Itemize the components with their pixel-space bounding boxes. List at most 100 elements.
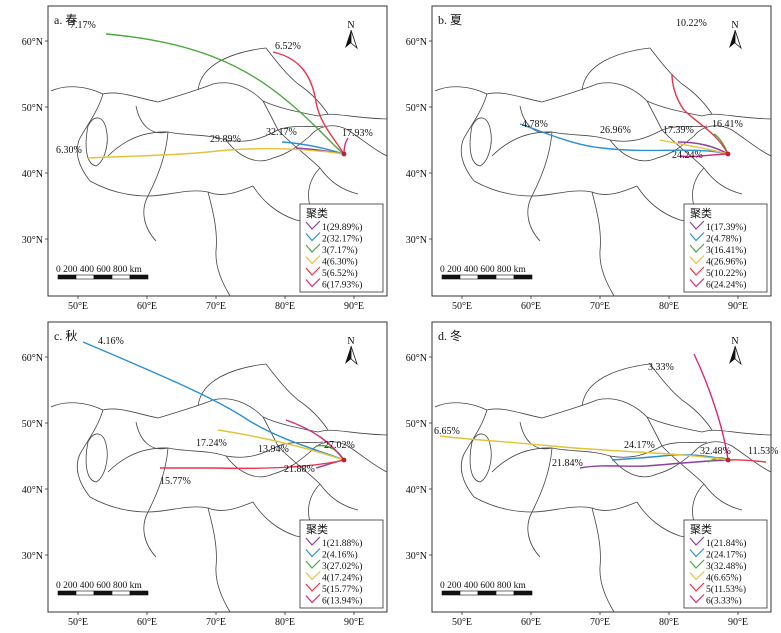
y-tick-label: 40°N	[22, 169, 43, 180]
trajectory-line	[160, 459, 345, 470]
scale-segment	[93, 590, 113, 596]
legend-item: 4(6.65%)	[706, 573, 742, 584]
x-tick-label: 70°E	[590, 301, 610, 312]
x-tick-label: 80°E	[659, 301, 679, 312]
country-border	[308, 167, 321, 207]
x-tick-label: 80°E	[275, 301, 295, 312]
pct-label: 6.52%	[275, 41, 301, 52]
legend-item: 4(26.96%)	[706, 257, 746, 268]
trajectory-line	[439, 435, 729, 461]
pct-label: 3.33%	[648, 362, 674, 373]
legend-swatch	[689, 232, 705, 242]
scale-segment	[129, 590, 149, 596]
legend-swatch	[689, 548, 705, 558]
scale-segment	[129, 274, 149, 280]
legend-swatch	[689, 243, 705, 253]
x-tick-label: 60°E	[521, 617, 541, 628]
scale-segment	[57, 274, 77, 280]
source-marker	[725, 457, 731, 463]
pct-label: 15.77%	[160, 476, 191, 487]
trajectory-line	[82, 341, 345, 461]
trajectory-line	[579, 459, 729, 469]
legend-item: 1(29.89%)	[322, 222, 362, 233]
north-arrow-right	[350, 29, 358, 50]
country-border	[89, 180, 149, 197]
north-arrow-icon: N	[345, 336, 358, 366]
source-marker	[341, 151, 347, 157]
country-border	[491, 125, 708, 157]
country-border	[76, 409, 104, 498]
legend-swatch	[689, 559, 705, 569]
pct-label: 10.22%	[676, 18, 707, 29]
map-panel-3: 4.16% 13.94% 17.24% 27.02% 15.77% 21.88% c. 秋 N…	[22, 321, 388, 628]
legend-swatch	[689, 278, 705, 288]
legend-box	[299, 203, 384, 293]
scale-text: 0 200 400 600 800 km	[56, 265, 142, 275]
scale-segment	[495, 590, 515, 596]
country-border	[473, 180, 533, 197]
legend-item: 6(3.33%)	[706, 596, 742, 607]
pct-label: 6.30%	[56, 145, 82, 156]
scale-segment	[477, 274, 497, 280]
country-border	[609, 451, 695, 478]
pct-label: 4.78%	[522, 119, 548, 130]
north-label: N	[731, 20, 738, 31]
x-tick-label: 90°E	[344, 301, 364, 312]
country-border	[50, 82, 387, 120]
x-tick-label: 50°E	[452, 301, 472, 312]
scale-segment	[495, 274, 515, 280]
country-border	[107, 125, 324, 157]
trajectory-line	[677, 141, 729, 155]
x-tick-label: 70°E	[206, 301, 226, 312]
y-tick-label: 60°N	[406, 37, 427, 48]
scale-bar: 0 200 400 600 800 km	[56, 581, 149, 596]
scale-segment	[111, 590, 131, 596]
pct-label: 6.65%	[434, 426, 460, 437]
pct-label: 4.16%	[98, 336, 124, 347]
pct-label: 26.96%	[600, 125, 631, 136]
country-border	[135, 421, 169, 450]
legend-item: 6(13.94%)	[322, 596, 362, 607]
scale-segment	[459, 590, 479, 596]
country-border	[591, 507, 615, 612]
pct-label: 21.84%	[552, 458, 583, 469]
trajectory-line	[272, 51, 345, 155]
y-tick-label: 50°N	[22, 103, 43, 114]
pct-label: 7.17%	[70, 20, 96, 31]
legend-item: 2(4.78%)	[706, 234, 742, 245]
pct-label: 17.24%	[196, 438, 227, 449]
country-border	[107, 441, 324, 473]
legend-swatch	[305, 571, 321, 581]
country-border	[76, 93, 104, 182]
north-arrow-left	[345, 30, 351, 48]
legend-item: 5(10.22%)	[706, 268, 746, 279]
legend-item: 1(21.84%)	[706, 538, 746, 549]
scale-text: 0 200 400 600 800 km	[440, 265, 526, 275]
country-border	[649, 47, 713, 115]
country-border	[308, 483, 321, 523]
legend-item: 6(24.24%)	[706, 280, 746, 291]
north-arrow-icon: N	[345, 20, 358, 50]
legend-swatch	[305, 232, 321, 242]
x-tick-label: 60°E	[521, 301, 541, 312]
scale-segment	[441, 274, 461, 280]
country-border	[197, 363, 267, 407]
sea-outline	[469, 117, 492, 167]
source-marker	[341, 457, 347, 463]
scale-segment	[57, 590, 77, 596]
trajectory-line	[519, 123, 729, 155]
legend-item: 3(27.02%)	[322, 561, 362, 572]
source-marker	[725, 151, 731, 157]
y-tick-label: 60°N	[22, 353, 43, 364]
trajectory-line	[693, 353, 729, 461]
country-border	[649, 363, 713, 431]
trajectory-line	[611, 454, 729, 461]
x-tick-label: 50°E	[68, 301, 88, 312]
y-tick-label: 40°N	[22, 485, 43, 496]
pct-label: 17.39%	[663, 125, 694, 136]
x-tick-label: 50°E	[68, 617, 88, 628]
panel-title: a. 春	[54, 13, 77, 27]
trajectory-line	[217, 429, 345, 461]
legend-box	[299, 519, 384, 609]
